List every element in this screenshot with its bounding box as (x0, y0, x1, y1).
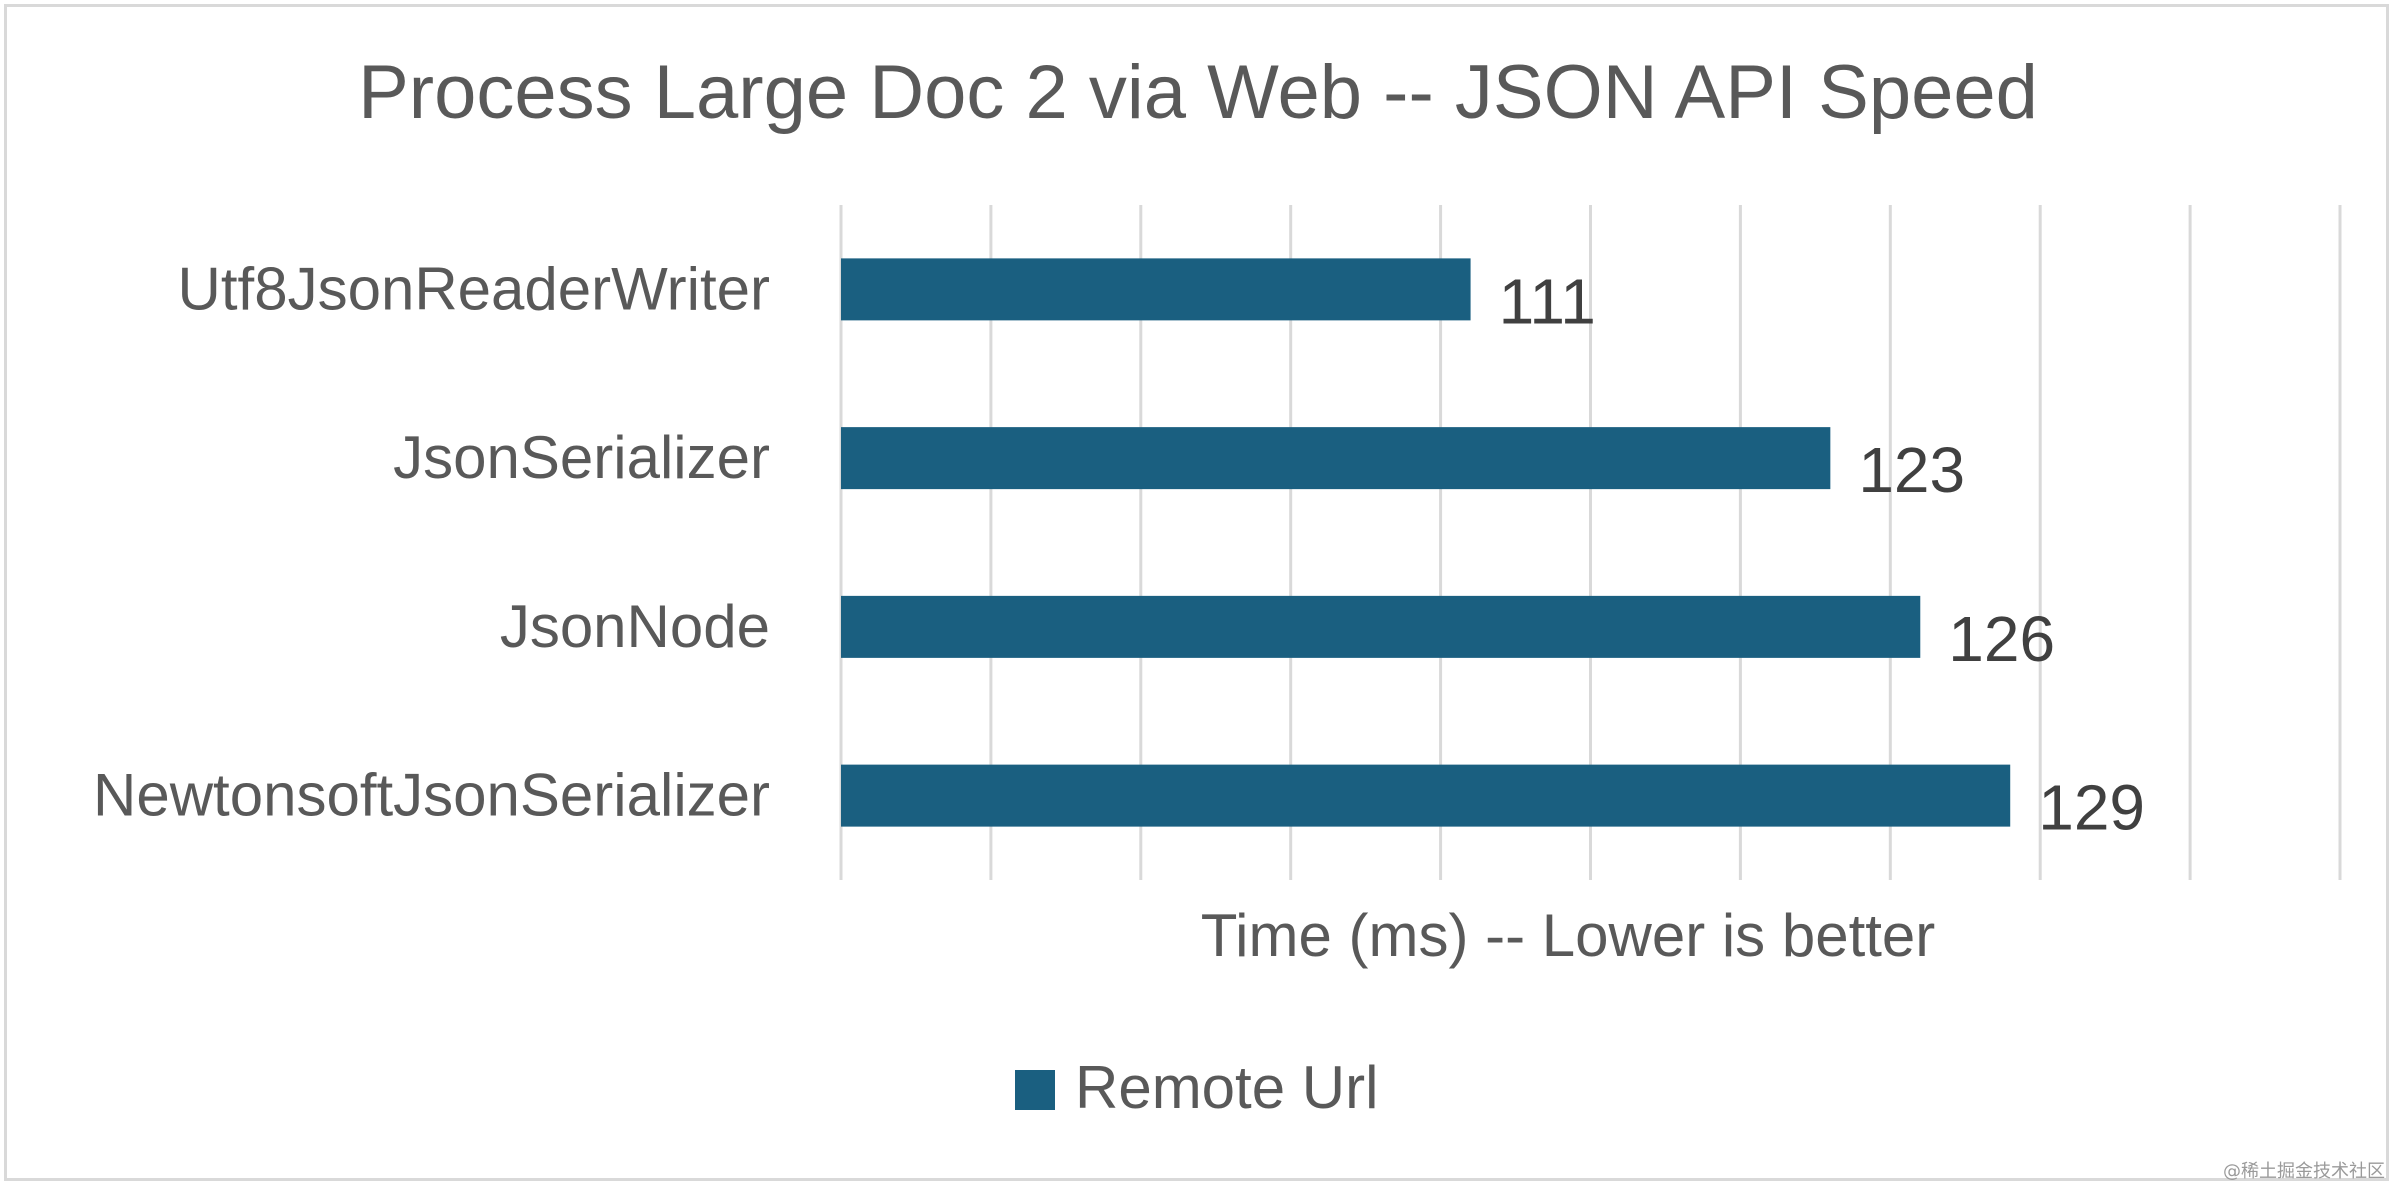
category-label: JsonSerializer (393, 424, 770, 491)
legend-swatch (1015, 1070, 1055, 1110)
category-label: NewtonsoftJsonSerializer (93, 762, 770, 829)
category-labels: Utf8JsonReaderWriter JsonSerializer JsonNo… (93, 255, 770, 828)
chart-title: Process Large Doc 2 via Web -- JSON API … (358, 50, 2038, 135)
data-label: 111 (1499, 265, 1596, 337)
legend: Remote Url (1015, 1054, 1378, 1121)
data-label: 129 (2038, 772, 2145, 844)
bars (841, 258, 2011, 827)
category-label: Utf8JsonReaderWriter (178, 255, 770, 322)
legend-label: Remote Url (1075, 1054, 1378, 1121)
data-labels: 111 123 126 129 (1499, 265, 2145, 843)
category-label: JsonNode (500, 593, 770, 660)
x-axis-label: Time (ms) -- Lower is better (1201, 902, 1936, 969)
chart-frame (4, 4, 2389, 1181)
watermark: @稀土掘金技术社区 (2223, 1161, 2385, 1182)
bar-1 (841, 427, 1831, 490)
data-label: 126 (1948, 603, 2055, 675)
bar-0 (841, 258, 1471, 321)
data-label: 123 (1858, 434, 1965, 506)
bar-2 (841, 595, 1921, 658)
bar-3 (841, 764, 2011, 827)
